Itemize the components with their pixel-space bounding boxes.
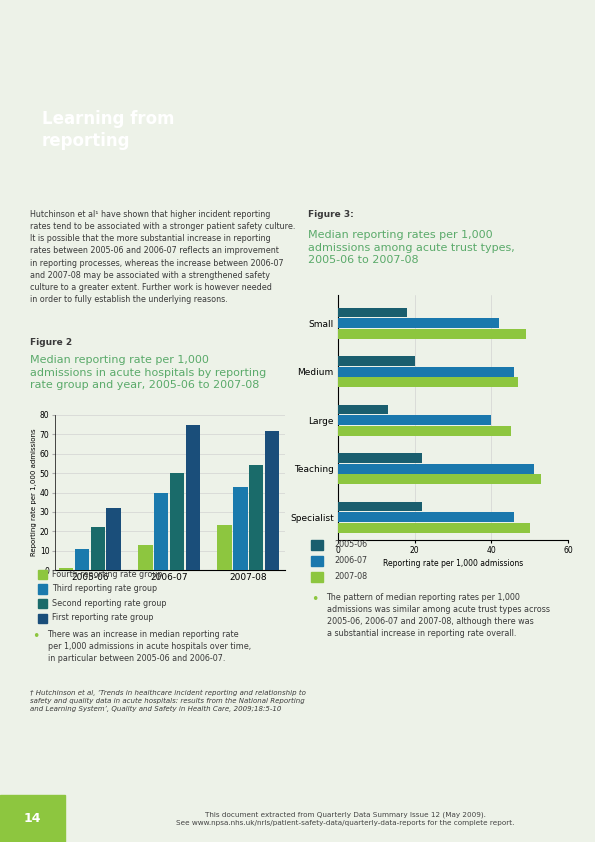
Bar <box>311 573 322 582</box>
Bar <box>338 464 534 473</box>
Text: 2005-06: 2005-06 <box>334 540 368 549</box>
Text: Learning from
reporting: Learning from reporting <box>42 110 174 151</box>
Bar <box>75 549 89 570</box>
X-axis label: Reporting rate per 1,000 admissions: Reporting rate per 1,000 admissions <box>383 559 523 568</box>
Bar <box>338 318 499 328</box>
Bar <box>0 795 65 842</box>
Bar <box>338 523 530 533</box>
Bar <box>338 502 422 511</box>
Text: Hutchinson et al¹ have shown that higher incident reporting
rates tend to be ass: Hutchinson et al¹ have shown that higher… <box>30 210 295 304</box>
Text: 2007-08: 2007-08 <box>334 572 368 581</box>
Text: † Hutchinson et al, ‘Trends in healthcare incident reporting and relationship to: † Hutchinson et al, ‘Trends in healthcar… <box>30 690 306 712</box>
Bar <box>186 424 200 570</box>
Text: Median reporting rate per 1,000
admissions in acute hospitals by reporting
rate : Median reporting rate per 1,000 admissio… <box>30 355 266 390</box>
Text: Third reporting rate group: Third reporting rate group <box>52 584 158 593</box>
Text: The pattern of median reporting rates per 1,000
admissions was similar among acu: The pattern of median reporting rates pe… <box>327 593 550 638</box>
Bar <box>170 473 184 570</box>
Bar <box>338 474 541 484</box>
Bar <box>338 377 518 387</box>
Text: Second reporting rate group: Second reporting rate group <box>52 599 167 608</box>
Bar <box>249 466 264 570</box>
Bar <box>338 512 514 522</box>
Bar <box>233 487 248 570</box>
Bar <box>37 614 47 623</box>
Bar <box>338 426 511 436</box>
Bar <box>311 541 322 550</box>
Text: Figure 2: Figure 2 <box>30 338 72 347</box>
Bar <box>265 430 279 570</box>
Bar <box>338 405 388 414</box>
Bar <box>338 329 526 338</box>
Text: Median reporting rates per 1,000
admissions among acute trust types,
2005-06 to : Median reporting rates per 1,000 admissi… <box>308 231 515 265</box>
Bar <box>37 599 47 609</box>
Text: First reporting rate group: First reporting rate group <box>52 613 154 622</box>
Bar <box>338 367 514 376</box>
Text: Figure 3:: Figure 3: <box>308 210 354 219</box>
Bar <box>59 568 73 570</box>
Bar <box>37 570 47 579</box>
Bar <box>90 527 105 570</box>
Text: •: • <box>33 630 40 643</box>
Bar <box>338 356 415 366</box>
Bar <box>138 545 152 570</box>
Bar <box>154 493 168 570</box>
Bar <box>311 557 322 566</box>
Bar <box>107 508 121 570</box>
Bar <box>37 584 47 594</box>
Text: There was an increase in median reporting rate
per 1,000 admissions in acute hos: There was an increase in median reportin… <box>48 630 250 663</box>
Text: 2006-07: 2006-07 <box>334 556 368 565</box>
Text: •: • <box>311 593 318 606</box>
Bar <box>338 415 491 425</box>
Text: Fourth reporting rate group: Fourth reporting rate group <box>52 569 163 578</box>
Text: This document extracted from Quarterly Data Summary Issue 12 (May 2009).
See www: This document extracted from Quarterly D… <box>176 812 514 827</box>
Bar <box>217 525 232 570</box>
Text: 14: 14 <box>24 812 42 825</box>
Bar <box>338 453 422 463</box>
Bar <box>338 307 407 317</box>
Y-axis label: Reporting rate per 1,000 admissions: Reporting rate per 1,000 admissions <box>31 429 37 557</box>
